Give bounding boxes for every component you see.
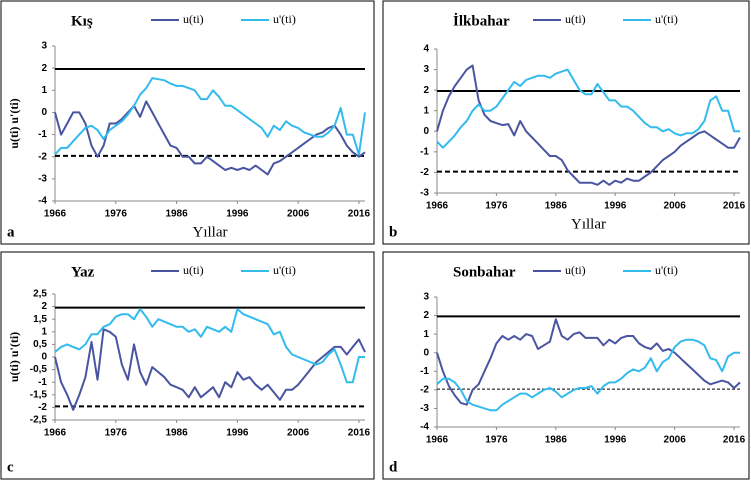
y-tick-label: 1,5 [33, 314, 47, 325]
x-tick-label: 1986 [165, 209, 188, 220]
x-axis-label: Yıllar [193, 224, 228, 240]
chart-title: İlkbahar [453, 12, 510, 29]
y-tick-label: 2 [41, 301, 47, 312]
y-tick-label: 2,5 [33, 289, 47, 300]
x-tick-label: 2006 [287, 428, 310, 439]
y-tick-label: 3 [41, 41, 47, 52]
x-tick-label: 2016 [723, 435, 746, 446]
y-tick-label: 3 [423, 292, 429, 303]
chart-title: Yaz [71, 264, 95, 280]
y-tick-label: 0 [41, 107, 47, 118]
panel-label: d [389, 459, 398, 475]
panel-frame [0, 0, 375, 245]
panel-frame [382, 0, 750, 245]
y-tick-label: -1 [38, 377, 47, 388]
chart-title: Kış [71, 13, 93, 29]
x-tick-label: 2006 [287, 209, 310, 220]
panel-frame [382, 251, 750, 480]
panel-label: b [389, 224, 397, 240]
y-tick-label: 0 [423, 126, 429, 137]
x-tick-label: 1996 [604, 435, 627, 446]
y-tick-label: -1 [38, 129, 47, 140]
y-tick-label: -2 [420, 167, 429, 178]
legend-label: u'(ti) [273, 12, 296, 26]
legend-label: u(ti) [565, 263, 586, 277]
y-tick-label: 1 [41, 326, 47, 337]
y-tick-label: -4 [38, 196, 47, 207]
x-tick-label: 1976 [485, 201, 508, 212]
y-tick-label: 3 [423, 64, 429, 75]
x-tick-label: 1966 [44, 209, 67, 220]
y-tick-label: 1 [423, 105, 429, 116]
x-tick-label: 1996 [226, 209, 249, 220]
x-tick-label: 1986 [545, 435, 568, 446]
y-tick-label: 2 [423, 85, 429, 96]
x-tick-label: 2006 [664, 435, 687, 446]
y-tick-label: -1 [420, 146, 429, 157]
series-line [436, 338, 740, 412]
series-line [54, 100, 366, 176]
y-tick-label: -1 [420, 366, 429, 377]
legend-label: u'(ti) [655, 263, 678, 277]
panel-frame [0, 251, 375, 480]
x-tick-label: 2016 [348, 209, 371, 220]
series-line [54, 328, 366, 411]
series-line [436, 68, 740, 149]
series-line [436, 64, 741, 186]
panel-label: c [7, 459, 14, 475]
legend-label: u(ti) [183, 12, 204, 26]
y-tick-label: -0,5 [30, 364, 48, 375]
y-axis-label: u(ti) u'(ti) [7, 332, 21, 382]
x-tick-label: 1976 [105, 428, 128, 439]
y-tick-label: 2 [41, 63, 47, 74]
x-tick-label: 1966 [426, 435, 449, 446]
y-tick-label: 0 [41, 352, 47, 363]
series-line [54, 308, 365, 384]
y-tick-label: -3 [420, 403, 429, 414]
x-tick-label: 2016 [723, 201, 746, 212]
x-tick-label: 1986 [545, 201, 568, 212]
y-tick-label: -2 [420, 384, 429, 395]
x-tick-label: 1996 [226, 428, 249, 439]
series-line [54, 77, 366, 156]
x-tick-label: 1976 [105, 209, 128, 220]
legend-label: u'(ti) [273, 263, 296, 277]
y-tick-label: -3 [38, 173, 47, 184]
y-tick-label: 4 [423, 44, 429, 55]
y-tick-label: -2 [38, 402, 47, 413]
y-tick-label: -2,5 [30, 415, 48, 426]
x-tick-label: 1986 [165, 428, 188, 439]
series-line [436, 318, 741, 406]
y-tick-label: -2 [38, 151, 47, 162]
y-tick-label: -3 [420, 188, 429, 199]
x-tick-label: 1996 [604, 201, 627, 212]
y-axis-label: u(ti) u'(ti) [7, 98, 21, 148]
y-tick-label: -4 [420, 422, 429, 433]
y-tick-label: 0 [423, 347, 429, 358]
legend-label: u(ti) [183, 263, 204, 277]
chart-title: Sonbahar [453, 264, 516, 280]
y-tick-label: 0,5 [33, 339, 47, 350]
y-tick-label: 1 [41, 85, 47, 96]
y-tick-label: 1 [423, 329, 429, 340]
y-tick-label: 2 [423, 310, 429, 321]
legend-label: u'(ti) [655, 12, 678, 26]
y-tick-label: -1,5 [30, 389, 48, 400]
legend-label: u(ti) [565, 12, 586, 26]
x-tick-label: 2006 [664, 201, 687, 212]
panel-label: a [7, 224, 15, 240]
x-axis-label: Yıllar [571, 216, 606, 232]
x-tick-label: 1966 [44, 428, 67, 439]
x-tick-label: 1966 [426, 201, 449, 212]
x-tick-label: 2016 [348, 428, 371, 439]
x-tick-label: 1976 [485, 435, 508, 446]
